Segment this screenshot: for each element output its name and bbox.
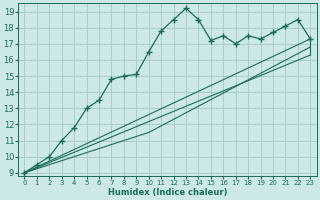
- X-axis label: Humidex (Indice chaleur): Humidex (Indice chaleur): [108, 188, 227, 197]
